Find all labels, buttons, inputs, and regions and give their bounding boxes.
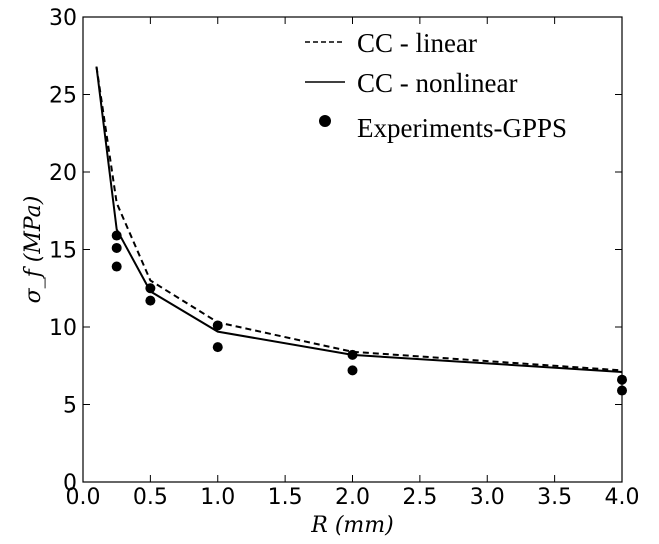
y-tick-label: 15 xyxy=(49,239,77,264)
data-point-experiments xyxy=(617,374,627,385)
x-tick-label: 3.0 xyxy=(470,485,505,510)
x-tick-label: 0.5 xyxy=(133,485,168,510)
data-point-experiments xyxy=(145,295,156,306)
data-point-experiments xyxy=(617,385,627,396)
data-point-experiments xyxy=(111,230,122,241)
series-line-linear xyxy=(95,66,623,372)
legend: CC - linear CC - nonlinear Experiments-GPP… xyxy=(305,28,567,143)
y-tick-label: 5 xyxy=(63,394,77,419)
legend-marker-experiments xyxy=(319,115,331,127)
y-tick-label: 20 xyxy=(49,161,77,186)
series-line-nonlinear xyxy=(95,66,623,373)
data-point-experiments xyxy=(111,261,122,272)
data-point-experiments xyxy=(145,283,156,294)
legend-label: Experiments-GPPS xyxy=(357,113,567,143)
plot-area xyxy=(82,16,623,483)
x-axis-label: R (mm) xyxy=(310,513,393,538)
data-point-experiments xyxy=(111,242,122,253)
data-point-experiments xyxy=(347,365,358,376)
x-tick-label: 2.5 xyxy=(402,485,437,510)
legend-label: CC - nonlinear xyxy=(357,68,517,98)
y-axis-label: σ_f (MPa) xyxy=(21,196,46,304)
data-point-experiments xyxy=(212,320,223,331)
x-tick-label: 4.0 xyxy=(605,485,640,510)
y-tick-label: 10 xyxy=(49,316,77,341)
x-tick-label: 0.0 xyxy=(66,485,101,510)
y-tick-label: 0 xyxy=(63,471,77,496)
legend-label: CC - linear xyxy=(357,28,477,58)
x-tick-label: 1.0 xyxy=(200,485,235,510)
y-tick-label: 30 xyxy=(49,6,77,31)
data-point-experiments xyxy=(212,342,223,353)
y-tick-label: 25 xyxy=(49,84,77,109)
x-tick-label: 3.5 xyxy=(537,485,572,510)
data-point-experiments xyxy=(347,349,358,360)
series-layer xyxy=(95,66,627,396)
x-tick-label: 2.0 xyxy=(335,485,370,510)
x-tick-label: 1.5 xyxy=(268,485,303,510)
axis-ticks: 0.0 0.5 1.0 1.5 2.0 2.5 3.0 3.5 4.0 0 5 10 15 20 25 30 xyxy=(49,6,640,510)
